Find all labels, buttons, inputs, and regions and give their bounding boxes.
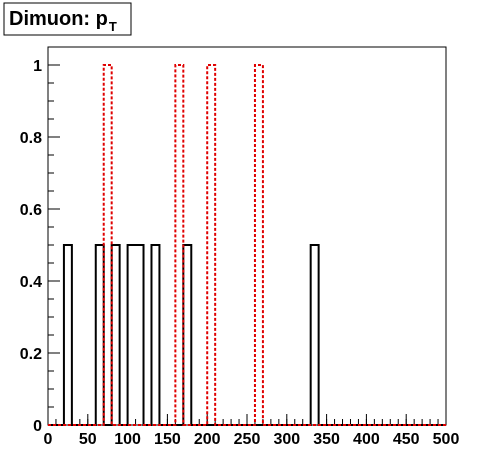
- plot-frame: [47, 46, 447, 426]
- y-tick-label: 1: [33, 58, 42, 75]
- series-2: [48, 64, 446, 426]
- y-tick-label: 0.2: [20, 346, 42, 363]
- series-1-bin: [183, 245, 191, 425]
- series-1-bin: [96, 245, 104, 425]
- series-1-bin: [311, 245, 319, 425]
- series-1-bin: [128, 245, 136, 425]
- x-axis-tick-labels: 0 50 100 150 200 250 300 350 400 450 500: [44, 431, 460, 448]
- title-box: Dimuon: pT: [3, 2, 132, 36]
- y-axis-ticks: [48, 46, 60, 426]
- x-axis-major-ticks: [47, 414, 447, 425]
- x-tick-label: 200: [194, 431, 221, 448]
- series-layer: [48, 64, 446, 426]
- y-tick-label: 0.8: [20, 130, 42, 147]
- series-1: [48, 244, 446, 426]
- x-tick-label: 350: [313, 431, 340, 448]
- series-1-bin: [112, 245, 120, 425]
- chart-title-subscript: T: [109, 19, 117, 34]
- chart-title: Dimuon: pT: [9, 8, 117, 34]
- series-1-bin: [151, 245, 159, 425]
- series-2-bin: [175, 65, 183, 425]
- x-tick-label: 100: [114, 431, 141, 448]
- chart-title-main: Dimuon: p: [9, 8, 108, 30]
- x-tick-label: 400: [353, 431, 380, 448]
- series-2-bin: [207, 65, 215, 425]
- series-2-bin: [255, 65, 263, 425]
- y-tick-label: 0.4: [20, 274, 42, 291]
- x-tick-label: 250: [234, 431, 261, 448]
- x-tick-label: 150: [154, 431, 181, 448]
- series-1-outline: [48, 244, 446, 426]
- x-tick-label: 450: [393, 431, 420, 448]
- x-tick-label: 50: [79, 431, 97, 448]
- y-axis-tick-labels: 0 0.2 0.4 0.6 0.8 1: [20, 58, 42, 435]
- title-frame: [3, 2, 132, 36]
- x-tick-label: 0: [44, 431, 53, 448]
- series-2-outline: [48, 64, 446, 426]
- series-1-bin: [64, 245, 72, 425]
- x-tick-label: 500: [433, 431, 460, 448]
- y-tick-label: 0: [33, 418, 42, 435]
- series-2-bin: [104, 65, 112, 425]
- y-tick-label: 0.6: [20, 202, 42, 219]
- series-1-bin: [136, 245, 144, 425]
- x-tick-label: 300: [273, 431, 300, 448]
